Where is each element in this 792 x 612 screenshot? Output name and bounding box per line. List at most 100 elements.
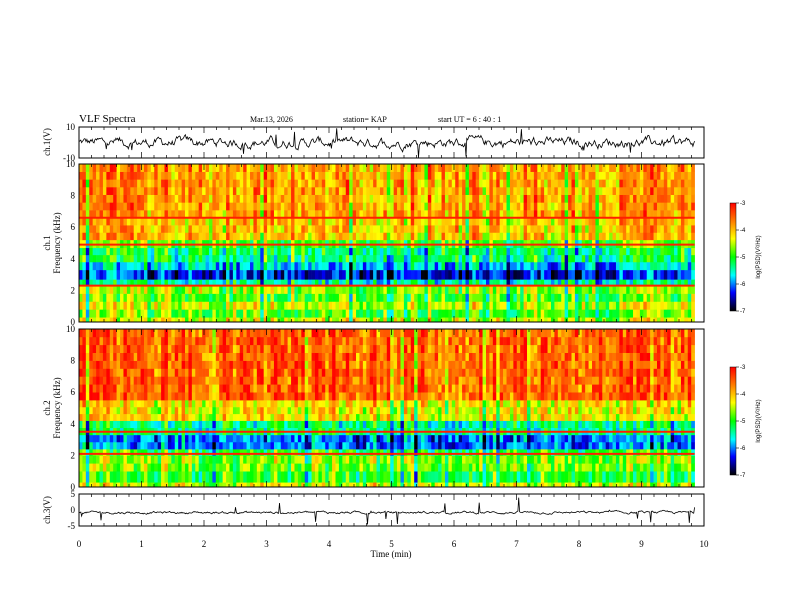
spectrogram-cell [82, 455, 87, 464]
spectrogram-cell [253, 279, 258, 286]
spectrogram-cell [106, 317, 111, 323]
spectrogram-cell [150, 232, 155, 241]
spectrogram-cell [680, 269, 685, 280]
spectrogram-cell [438, 171, 442, 180]
spectrogram-cell [472, 317, 477, 323]
spectrogram-cell [393, 187, 398, 195]
spectrogram-cell [486, 171, 490, 180]
spectrogram-cell [403, 217, 408, 226]
spectrogram-cell [308, 179, 312, 188]
spectrogram-cell [239, 261, 244, 271]
spectrogram-cell [178, 449, 182, 456]
spectrogram-cell [605, 179, 610, 188]
spectrogram-cell [588, 285, 593, 294]
spectrogram-cell [113, 232, 117, 241]
spectrogram-cell [499, 293, 504, 302]
spectrogram-cell [157, 254, 162, 263]
spectrogram-cell [304, 187, 309, 195]
spectrogram-cell [557, 309, 562, 318]
spectrogram-cell [332, 202, 336, 211]
spectrogram-cell [89, 261, 93, 271]
spectrogram-cell [188, 194, 193, 203]
spectrogram-cell [660, 171, 665, 180]
spectrogram-cell [397, 194, 401, 203]
spectrogram-cell [646, 194, 651, 203]
spectrogram-cell [171, 344, 176, 353]
spectrogram-cell [427, 247, 432, 256]
spectrogram-cell [537, 285, 542, 294]
spectrogram-cell [140, 301, 145, 310]
spectrogram-cell [188, 344, 193, 353]
spectrogram-cell [212, 441, 217, 450]
spectrogram-cell [691, 194, 695, 203]
spectrogram-cell [674, 247, 678, 256]
spectrogram-cell [653, 202, 658, 211]
spectrogram-cell [633, 279, 637, 286]
spectrogram-cell [181, 210, 186, 219]
spectrogram-cell [291, 285, 295, 294]
spectrogram-cell [215, 449, 220, 456]
spectrogram-cell [202, 368, 206, 377]
spectrogram-cell [202, 309, 206, 318]
spectrogram-cell [612, 194, 617, 203]
spectrogram-cell [486, 225, 490, 233]
spectrogram-cell [332, 285, 336, 294]
spectrogram-cell [297, 293, 302, 302]
spectrogram-cell [226, 279, 230, 286]
spectrogram-cell [400, 269, 405, 280]
spectrogram-cell [390, 194, 394, 203]
spectrogram-cell [403, 187, 408, 195]
spectrogram-cell [154, 202, 158, 211]
spectrogram-cell [458, 254, 463, 263]
spectrogram-cell [126, 406, 131, 415]
spectrogram-cell [263, 254, 268, 263]
spectrogram-cell [140, 384, 145, 393]
spectrogram-cell [277, 225, 282, 233]
spectrogram-cell [143, 352, 148, 361]
spectrogram-cell [130, 187, 135, 195]
spectrogram-cell [359, 261, 364, 271]
spectrogram-cell [465, 179, 470, 188]
spectrogram-cell [287, 293, 292, 302]
spectrogram-cell [417, 232, 422, 241]
spectrogram-cell [178, 217, 182, 226]
spectrogram-cell [301, 269, 306, 280]
spectrogram-cell [650, 293, 654, 302]
spectrogram-cell [434, 194, 439, 203]
spectrogram-cell [106, 329, 111, 338]
spectrogram-cell [338, 217, 343, 226]
spectrogram-cell [356, 179, 360, 188]
spectrogram-cell [202, 232, 206, 241]
spectrogram-cell [503, 225, 507, 233]
spectrogram-cell [633, 269, 637, 280]
spectrogram-cell [684, 217, 689, 226]
spectrogram-cell [130, 360, 135, 369]
spectrogram-cell [523, 317, 528, 323]
spectrogram-cell [195, 455, 199, 464]
spectrogram-cell [444, 187, 449, 195]
spectrogram-cell [113, 471, 117, 483]
spectrogram-cell [486, 317, 490, 323]
spectrogram-cell [489, 269, 494, 280]
spectrogram-cell [246, 247, 251, 256]
spectrogram-cell [462, 279, 466, 286]
spectrogram-cell [441, 225, 446, 233]
spectrogram-cell [533, 187, 538, 195]
spectrogram-cell [123, 179, 128, 188]
spectrogram-cell [335, 187, 340, 195]
spectrogram-cell [256, 232, 261, 241]
spectrogram-cell [492, 210, 497, 219]
spectrogram-cell [677, 309, 682, 318]
spectrogram-cell [229, 194, 234, 203]
spectrogram-cell [438, 261, 442, 271]
spectrogram-cell [143, 261, 148, 271]
spectrogram-cell [592, 317, 596, 323]
spectrogram-cell [126, 344, 131, 353]
spectrogram-cell [667, 194, 671, 203]
spectrogram-cell [660, 254, 665, 263]
spectrogram-cell [650, 261, 654, 271]
spectrogram-cell [366, 232, 371, 241]
spectrogram-cell [373, 293, 377, 302]
spectrogram-cell [520, 269, 524, 280]
spectrogram-cell [328, 179, 333, 188]
